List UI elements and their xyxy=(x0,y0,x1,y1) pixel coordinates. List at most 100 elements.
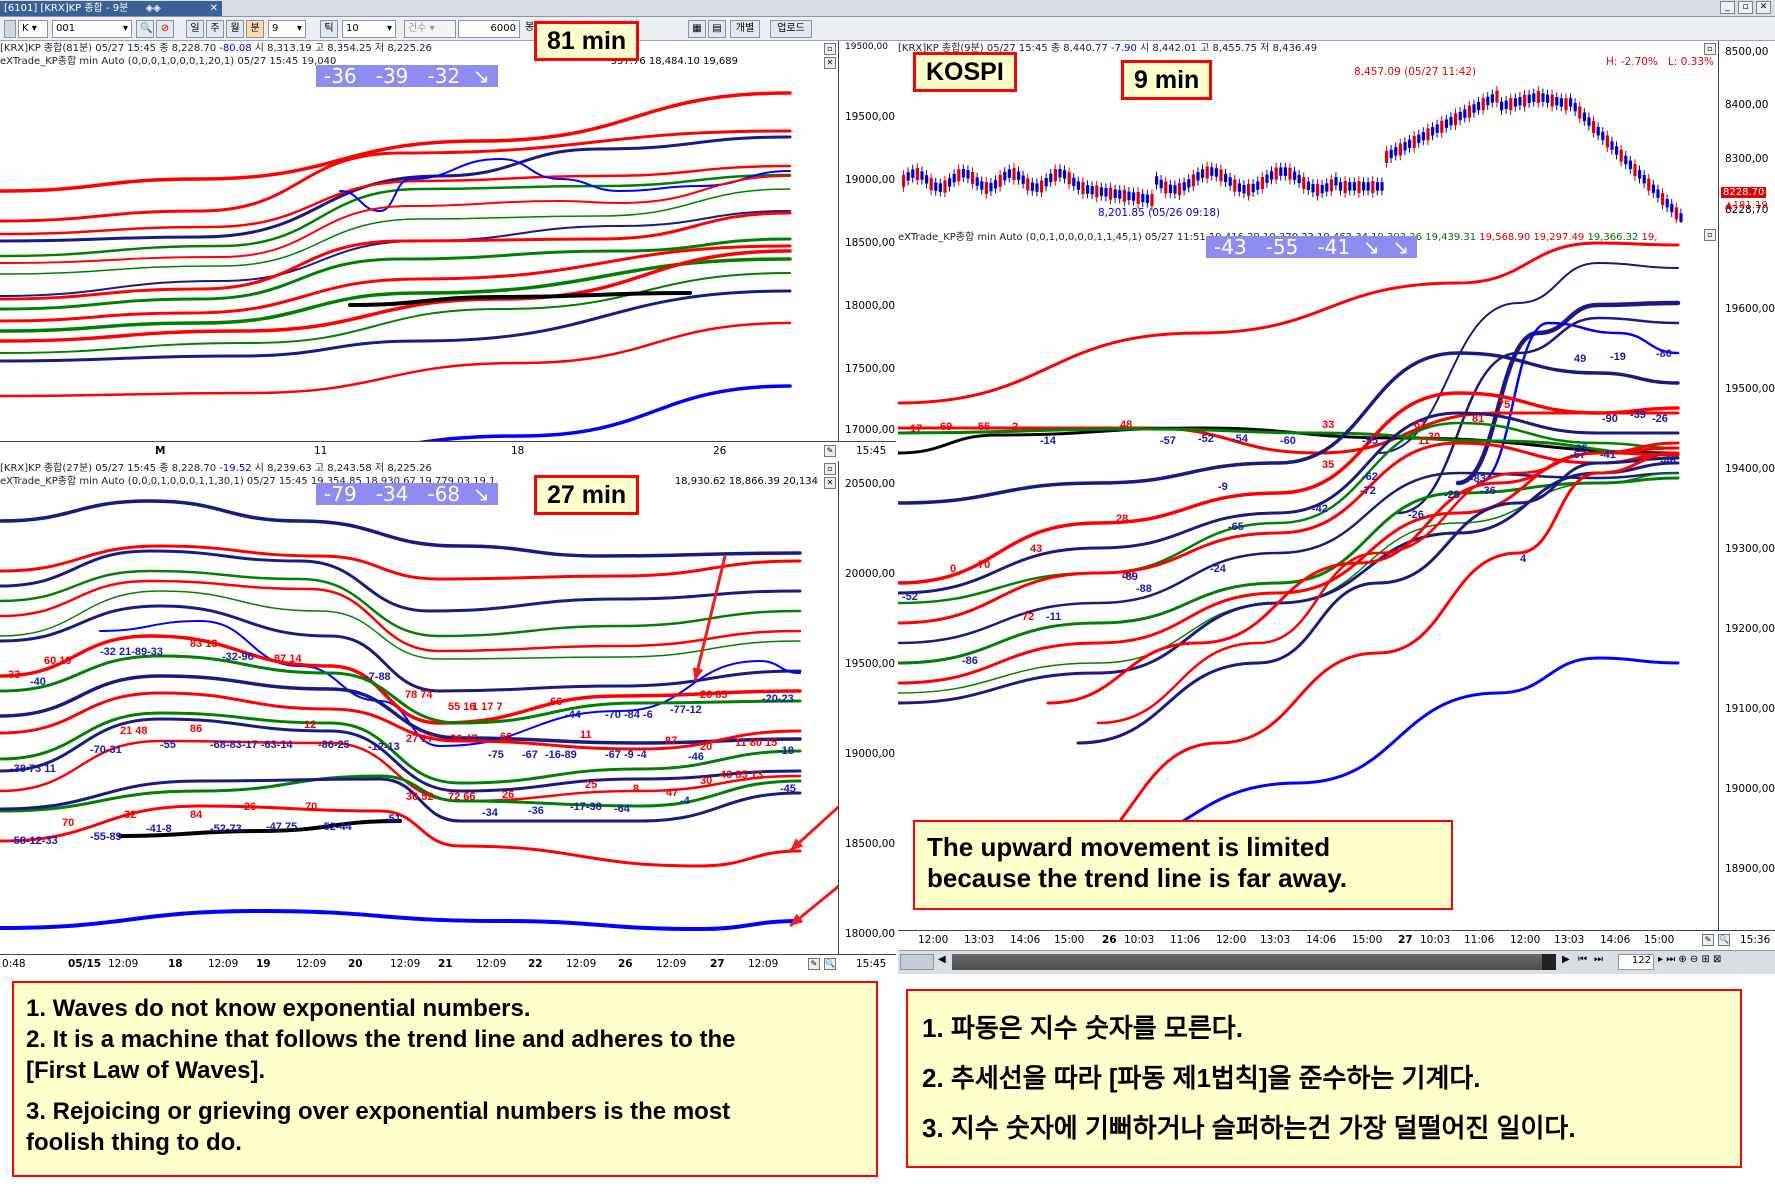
candle xyxy=(1605,135,1609,148)
scroll-first-icon[interactable]: ⏮ xyxy=(1578,954,1587,965)
candle xyxy=(948,178,952,187)
search-icon[interactable]: 🔍 xyxy=(136,20,154,38)
wave-label: 55 xyxy=(978,421,991,433)
wave-line xyxy=(0,654,802,725)
index-code-select[interactable]: 001 ▾ xyxy=(52,20,132,38)
market-select[interactable]: K ▾ xyxy=(18,20,48,38)
annotation-trend-note: The upward movement is limited because t… xyxy=(913,820,1453,910)
kospi-maximize-icon[interactable]: ▫ xyxy=(1704,43,1716,55)
chart-tab[interactable]: [6101] [KRX]KP 종합 - 9분 ◈◈ ✕ xyxy=(0,1,222,16)
panel9-maximize-icon[interactable]: ▫ xyxy=(1704,229,1716,241)
wave-line xyxy=(898,472,1679,694)
wave-label: -80 xyxy=(1656,348,1672,360)
candle xyxy=(1352,182,1356,191)
candle xyxy=(1610,141,1614,150)
panel9-x-label: 12:00 xyxy=(1216,934,1247,946)
wave-label: 72 66 xyxy=(448,791,476,803)
minute-value-select[interactable]: 9 ▾ xyxy=(268,20,306,38)
wave-label: -38 73 11 xyxy=(10,763,56,775)
panel27-x-label: 12:09 xyxy=(390,958,421,970)
panel81-y-top: 19500,00 xyxy=(845,42,888,52)
candle xyxy=(961,169,965,178)
candle xyxy=(1615,146,1619,155)
candle xyxy=(1362,182,1366,191)
restore-icon[interactable]: ▫ xyxy=(1738,1,1753,14)
tab-buttons[interactable]: ◈◈ xyxy=(145,3,161,14)
candle xyxy=(1297,174,1301,184)
scroll-last-icon[interactable]: ⏭ xyxy=(1594,954,1603,965)
panel27-maximize-icon[interactable]: ▫ xyxy=(824,463,836,475)
panel81-maximize-icon[interactable]: ▫ xyxy=(824,43,836,55)
wave-line xyxy=(0,135,792,243)
count-input[interactable]: 6000 xyxy=(458,20,520,38)
wave-label: -35 xyxy=(1572,443,1588,455)
period-week-button[interactable]: 주 xyxy=(206,20,224,38)
wave-label: -83 xyxy=(1470,473,1486,485)
wave-line xyxy=(339,157,791,213)
close-icon[interactable]: ✕ xyxy=(209,3,218,14)
close-window-icon[interactable]: ✕ xyxy=(1756,1,1771,14)
candle xyxy=(1017,171,1021,180)
period-minute-button[interactable]: 분 xyxy=(246,20,264,38)
note-ko-3: 3. 지수 숫자에 기뻐하거나 슬퍼하는건 가장 덜떨어진 일이다. xyxy=(922,1113,1576,1143)
scroll-count-input[interactable]: 122 xyxy=(1618,954,1654,970)
count-select[interactable]: 건수 ▾ xyxy=(404,20,456,38)
candle xyxy=(1214,168,1218,177)
scroll-overview[interactable] xyxy=(952,954,1542,970)
zoom-controls[interactable]: ▸ ⏭ ⊕ ⊖ ⊞ ⊠ xyxy=(1658,954,1722,965)
minimize-icon[interactable]: _ xyxy=(1720,1,1735,14)
wave-line xyxy=(0,717,802,793)
panel27-edit-icon[interactable]: ✎ xyxy=(808,958,820,970)
annotation-line2: because the trend line is far away. xyxy=(927,863,1348,893)
panel27-close-icon[interactable]: ✕ xyxy=(824,477,836,489)
scroll-left-icon[interactable]: ◀ xyxy=(938,954,946,965)
panel81-close-icon[interactable]: ✕ xyxy=(824,57,836,69)
candle xyxy=(1408,139,1412,148)
candle xyxy=(1026,178,1030,191)
wave-label: -67 -9 -4 xyxy=(605,749,647,761)
search-reset-icon[interactable]: ⊘ xyxy=(156,20,174,38)
candle xyxy=(1053,169,1057,182)
candle xyxy=(1168,184,1172,194)
candle xyxy=(1647,178,1651,191)
kospi-last-change: ▲181.19 xyxy=(1725,200,1768,211)
panel27-x-label: 0:48 xyxy=(2,958,26,970)
wave-label: -64 xyxy=(614,803,630,815)
panel9-y-label: 19400,00 xyxy=(1725,463,1775,475)
wave-label: 28 xyxy=(1116,513,1129,525)
grid-icon[interactable]: ▦ xyxy=(688,20,706,38)
panel9-zoom-icon[interactable]: 🔍 xyxy=(1718,934,1730,946)
candle xyxy=(1247,183,1251,196)
table-icon[interactable]: ▤ xyxy=(708,20,726,38)
scroll-right-icon[interactable]: ▶ xyxy=(1562,954,1570,965)
wave-line xyxy=(1096,451,1680,725)
panel27-zoom-icon[interactable]: 🔍 xyxy=(824,958,836,970)
candle xyxy=(1536,91,1540,103)
upload-button[interactable]: 업로드 xyxy=(770,20,812,38)
panel81-edit-icon[interactable]: ✎ xyxy=(824,445,836,457)
chart-panel-27min: [KRX]KP 종합(27분) 05/27 15:45 종 8,228.70 -… xyxy=(0,461,838,954)
candle xyxy=(1178,183,1182,196)
candle xyxy=(1113,189,1117,198)
period-month-button[interactable]: 월 xyxy=(226,20,244,38)
candle xyxy=(1021,175,1025,184)
wave-label: -32-96 xyxy=(222,651,254,663)
candle xyxy=(1412,135,1416,148)
individual-button[interactable]: 개별 xyxy=(730,20,760,38)
scroll-thumb[interactable] xyxy=(1542,954,1556,970)
wave-line xyxy=(898,427,1680,457)
wave-label: 4 xyxy=(1520,553,1527,565)
candle xyxy=(911,169,915,178)
tick-button[interactable]: 틱 xyxy=(320,20,338,38)
candle xyxy=(989,182,993,192)
wave-line xyxy=(0,711,802,785)
candle xyxy=(1458,111,1462,121)
panel9-edit-icon[interactable]: ✎ xyxy=(1702,934,1714,946)
candle xyxy=(1467,105,1471,118)
period-day-button[interactable]: 일 xyxy=(186,20,204,38)
chart-scrollbar[interactable]: ◀ ▶ ⏮ ⏭ 122 ▸ ⏭ ⊕ ⊖ ⊞ ⊠ xyxy=(898,950,1775,974)
wave-label: -62 xyxy=(1362,471,1378,483)
tick-value-select[interactable]: 10 ▾ xyxy=(342,20,396,38)
candle xyxy=(1375,182,1379,191)
scroll-back-icon[interactable] xyxy=(900,954,934,970)
